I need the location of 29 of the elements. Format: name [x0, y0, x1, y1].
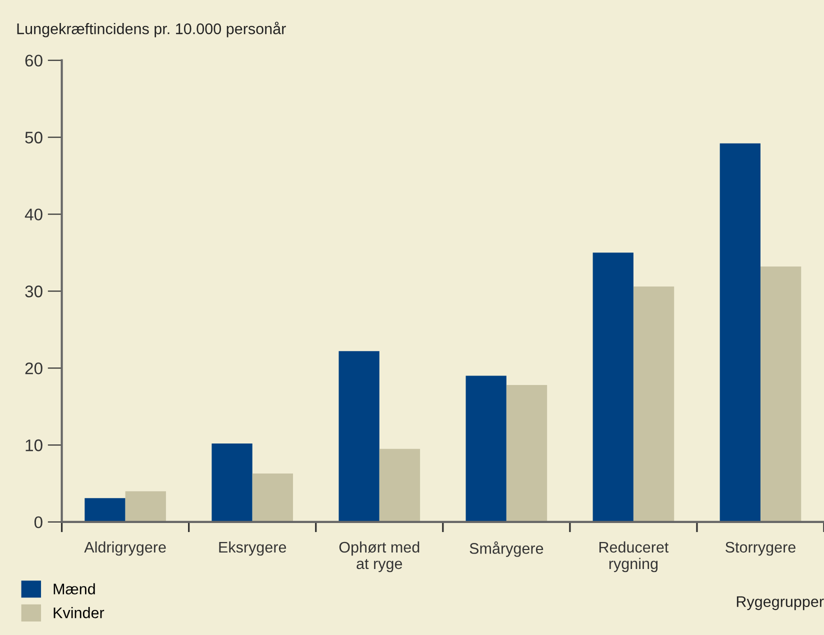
x-tick-label: Smårygere — [470, 541, 544, 557]
bar — [252, 473, 293, 522]
x-tick-label: Reduceret rygning — [599, 541, 669, 572]
x-tick-label: Eksrygere — [219, 541, 286, 556]
x-axis-title: Rygegrupper — [736, 596, 824, 610]
bar — [338, 351, 380, 522]
x-tick-label: Aldrigrygere — [84, 541, 166, 556]
x-tick-label: Storrygere — [726, 542, 796, 556]
x-tick-label: Ophørt med at ryge — [339, 541, 420, 572]
bar — [84, 498, 126, 522]
bar — [506, 385, 548, 522]
bar — [212, 443, 252, 522]
y-tick-label: 10 — [26, 439, 42, 452]
bar — [720, 143, 760, 522]
bar — [466, 376, 506, 522]
y-tick-label: 40 — [24, 208, 42, 220]
y-tick-label: 50 — [25, 132, 42, 144]
bar — [379, 448, 420, 522]
bar — [125, 491, 166, 522]
y-axis-title: Lungekræftincidens pr. 10.000 personår — [17, 22, 286, 38]
y-tick-label: 60 — [25, 54, 42, 67]
bar — [633, 286, 674, 522]
legend-label: Mænd — [54, 583, 95, 594]
bar — [760, 266, 802, 522]
y-tick-label: 0 — [34, 516, 42, 528]
legend-label: Kvinder — [54, 607, 104, 618]
bar — [592, 252, 634, 522]
y-tick-label: 20 — [25, 362, 42, 374]
y-tick-label: 30 — [25, 286, 42, 298]
